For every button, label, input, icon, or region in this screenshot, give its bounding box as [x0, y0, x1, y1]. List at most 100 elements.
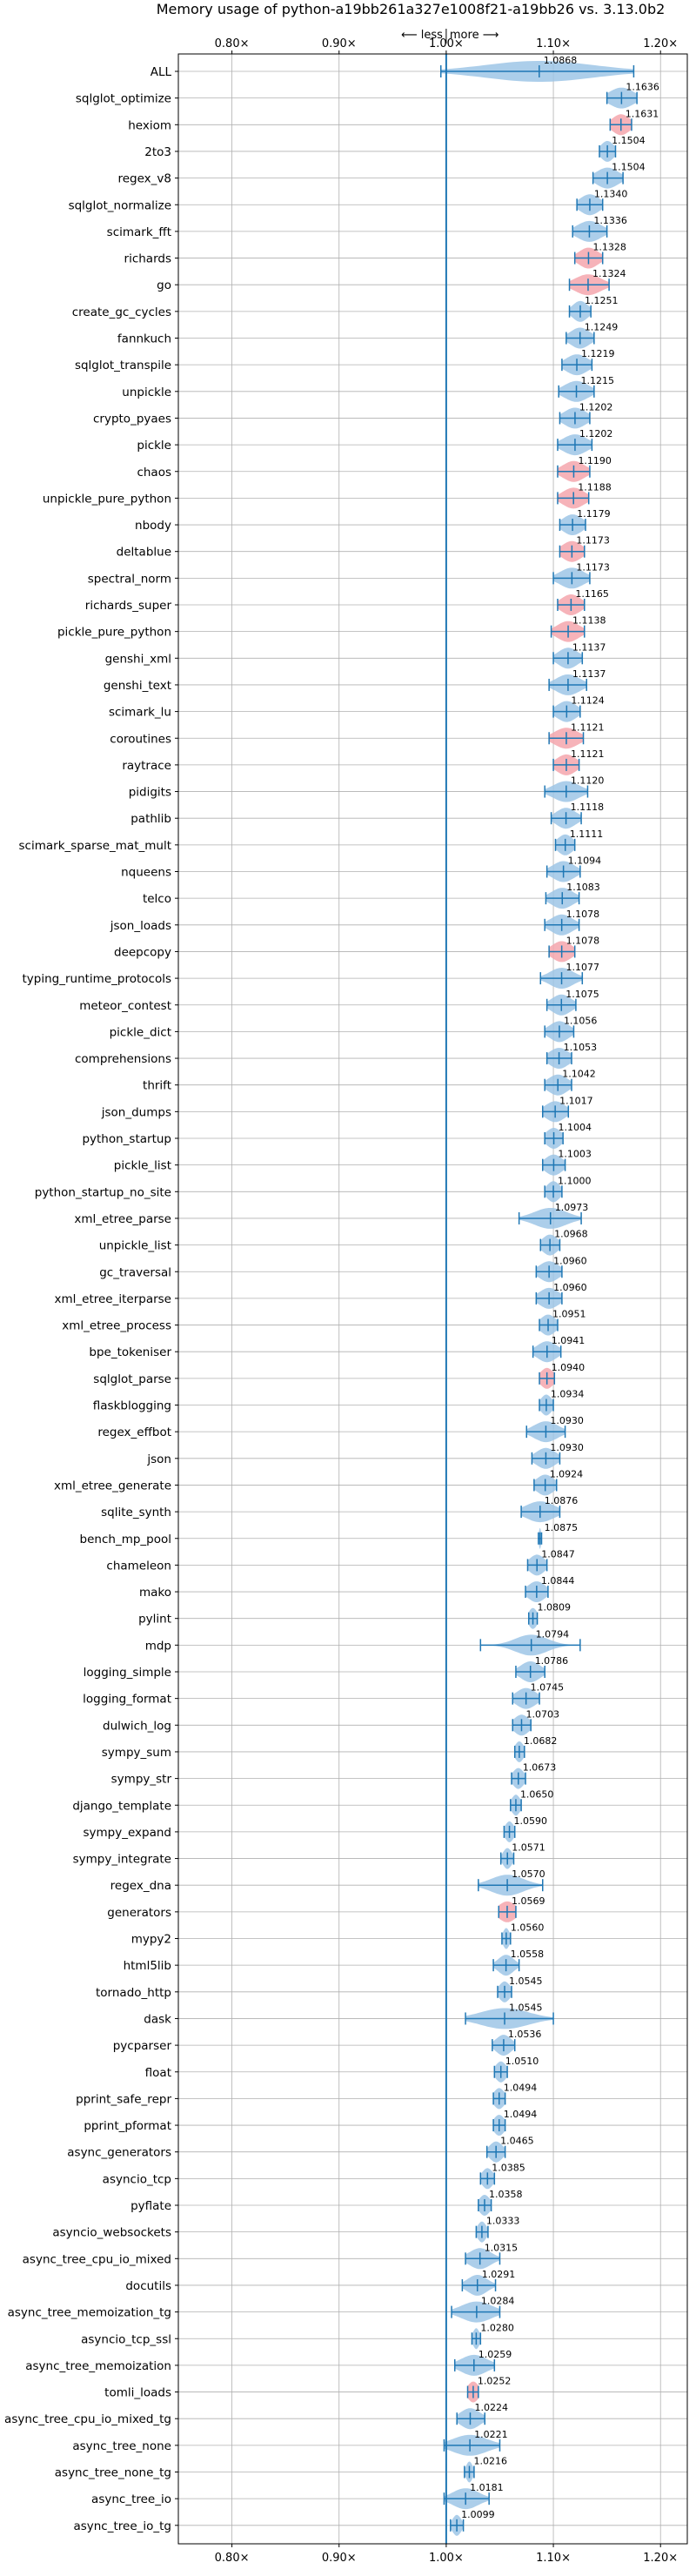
benchmark-label: pickle_dict [110, 1025, 171, 1039]
benchmark-label: async_tree_memoization_tg [8, 2306, 171, 2320]
benchmark-label: dask [144, 2012, 171, 2026]
benchmark-label: pathlib [130, 812, 171, 826]
value-label: 1.1179 [577, 508, 611, 520]
value-label: 1.0876 [545, 1495, 579, 1506]
benchmark-label: unpickle_list [99, 1239, 171, 1253]
benchmark-label: crypto_pyaes [93, 412, 171, 426]
x-tick-label-bottom: 1.00× [429, 2552, 464, 2565]
value-label: 1.0571 [512, 1842, 545, 1854]
benchmark-label: pickle [137, 439, 171, 453]
benchmark-label: richards_super [85, 599, 172, 613]
value-label: 1.0960 [553, 1282, 587, 1293]
benchmark-label: async_tree_cpu_io_mixed [23, 2252, 171, 2266]
value-label: 1.0284 [481, 2296, 515, 2307]
value-label: 1.0252 [478, 2376, 512, 2387]
value-label: 1.1078 [566, 935, 600, 946]
x-tick-label-bottom: 0.90× [322, 2552, 357, 2565]
value-label: 1.1000 [558, 1175, 592, 1186]
value-label: 1.0786 [535, 1655, 569, 1667]
value-label: 1.0844 [541, 1575, 575, 1587]
benchmark-label: meteor_contest [79, 999, 171, 1013]
benchmark-label: scimark_lu [109, 706, 171, 720]
value-label: 1.1202 [579, 401, 613, 413]
benchmark-label: sqlglot_transpile [75, 359, 171, 372]
value-label: 1.0494 [504, 2082, 538, 2093]
benchmark-label: docutils [125, 2279, 171, 2293]
benchmark-label: hexiom [128, 118, 171, 132]
benchmark-label: sqlglot_normalize [69, 198, 171, 212]
x-tick-label-top: 0.90× [322, 37, 357, 50]
value-label: 1.0385 [492, 2162, 525, 2173]
value-label: 1.1056 [564, 1015, 598, 1026]
annotation-less: ⟵ less [401, 29, 443, 42]
benchmark-label: scimark_sparse_mat_mult [19, 839, 171, 853]
benchmark-label: genshi_text [104, 679, 171, 693]
benchmark-label: pprint_pformat [84, 2119, 171, 2133]
value-label: 1.0315 [485, 2242, 519, 2253]
value-label: 1.1173 [576, 535, 610, 547]
value-label: 1.1120 [571, 775, 605, 787]
benchmark-label: async_tree_memoization [25, 2359, 171, 2373]
value-label: 1.1017 [559, 1095, 593, 1106]
value-label: 1.1219 [581, 348, 615, 359]
value-label: 1.0673 [523, 1762, 557, 1774]
value-label: 1.0682 [524, 1735, 558, 1747]
x-tick-label-top: 1.20× [643, 37, 678, 50]
benchmark-label: pycparser [113, 2039, 172, 2053]
value-label: 1.0181 [470, 2482, 504, 2493]
gridlines [178, 54, 687, 2544]
value-label: 1.0494 [504, 2109, 538, 2120]
benchmark-label: deltablue [117, 546, 171, 560]
benchmark-label: mako [139, 1586, 171, 1600]
benchmark-label: sympy_integrate [73, 1853, 171, 1867]
benchmark-label: pickle_pure_python [57, 626, 171, 640]
benchmark-label: scimark_fft [107, 225, 171, 239]
error-bars [439, 65, 638, 2532]
value-label: 1.0259 [478, 2349, 512, 2360]
x-tick-label-bottom: 1.20× [643, 2552, 678, 2565]
value-label: 1.0650 [520, 1788, 554, 1800]
benchmark-label: unpickle [122, 386, 171, 399]
value-label: 1.1118 [571, 802, 605, 813]
value-label: 1.0590 [514, 1815, 548, 1827]
value-label: 1.1003 [558, 1149, 592, 1160]
benchmark-label: pidigits [129, 786, 171, 800]
benchmark-label: comprehensions [75, 1052, 171, 1066]
benchmark-label: mypy2 [131, 1933, 171, 1947]
benchmark-label: mdp [145, 1639, 171, 1653]
benchmark-label: logging_simple [84, 1666, 171, 1680]
value-label: 1.0924 [550, 1468, 584, 1479]
value-label: 1.0930 [550, 1415, 584, 1426]
benchmark-label: generators [107, 1906, 171, 1920]
benchmark-label: json_dumps [101, 1105, 171, 1119]
benchmark-label: django_template [72, 1799, 171, 1813]
benchmark-label: async_generators [67, 2146, 171, 2160]
benchmark-label: tornado_http [96, 1986, 171, 2000]
benchmark-label: logging_format [83, 1693, 171, 1707]
value-label: 1.1053 [564, 1042, 598, 1053]
plot-frame [177, 53, 688, 2545]
benchmark-label: chaos [137, 466, 171, 480]
benchmark-label: sympy_sum [102, 1746, 171, 1760]
benchmark-label: pickle_list [114, 1159, 171, 1173]
value-label: 1.0536 [508, 2029, 542, 2040]
value-label: 1.0940 [552, 1362, 586, 1373]
benchmark-label: raytrace [122, 759, 171, 773]
value-label: 1.1215 [581, 375, 615, 386]
value-label: 1.1324 [592, 268, 626, 279]
benchmark-label: xml_etree_generate [54, 1479, 171, 1493]
benchmark-label: sqlglot_optimize [76, 92, 171, 106]
benchmark-label: telco [143, 892, 171, 906]
value-label: 1.0545 [509, 1976, 543, 1987]
value-label: 1.1336 [593, 215, 627, 226]
value-label: 1.0333 [486, 2216, 520, 2227]
value-label: 1.1094 [568, 855, 602, 867]
value-label: 1.1138 [572, 615, 606, 627]
x-tick-label-bottom: 0.80× [215, 2552, 250, 2565]
value-label: 1.0745 [531, 1682, 565, 1694]
value-label: 1.0465 [500, 2136, 534, 2147]
value-label: 1.1165 [575, 588, 609, 600]
benchmark-label: create_gc_cycles [72, 305, 171, 319]
value-label: 1.0951 [552, 1309, 586, 1320]
